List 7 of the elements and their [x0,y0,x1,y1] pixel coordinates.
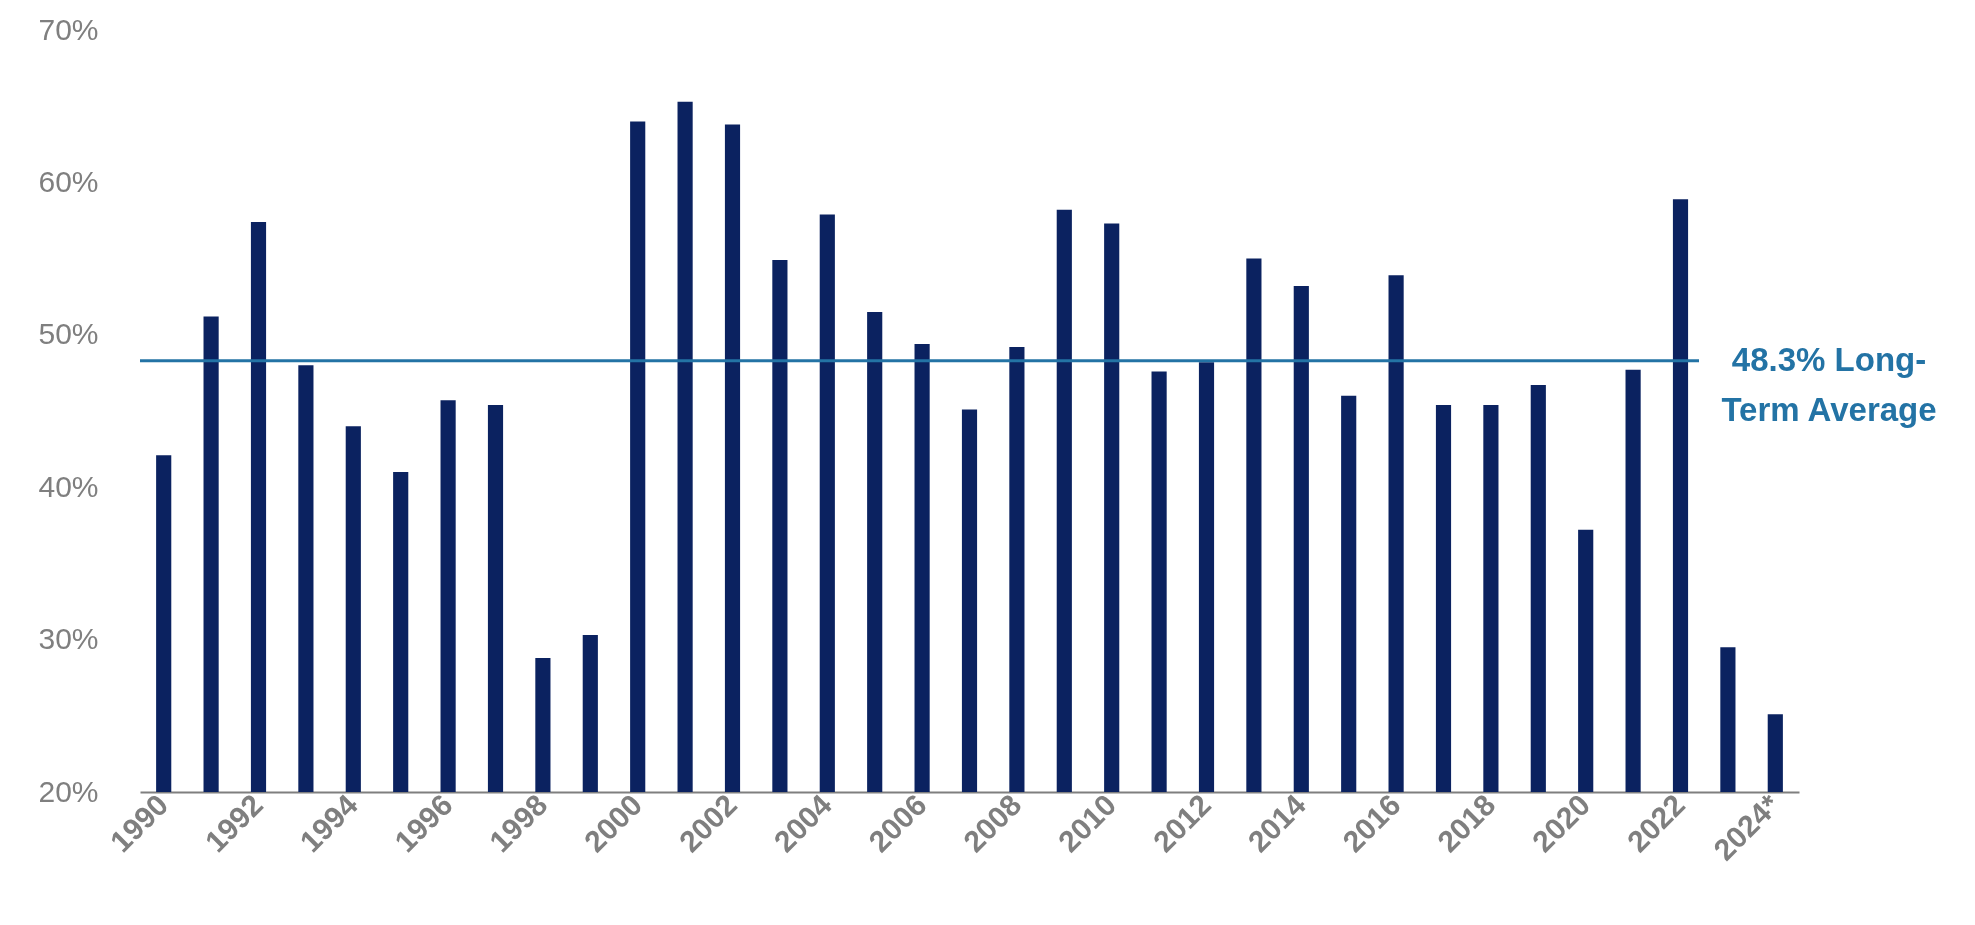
y-tick-label: 60% [38,164,99,198]
y-tick-label: 30% [38,622,99,656]
y-tick-label: 20% [38,774,99,808]
y-tick-label: 50% [38,317,99,351]
y-tick-label: 70% [38,12,99,46]
y-tick-label: 40% [38,469,99,503]
ref-line-label: 48.3% Long- Term Average [1721,340,1937,428]
